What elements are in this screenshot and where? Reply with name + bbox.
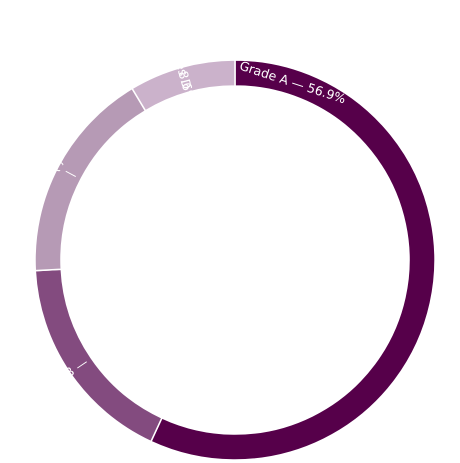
- slice-grade-a: [149, 59, 436, 461]
- donut-segments: [34, 59, 436, 461]
- slice-grades-d-and-e: [131, 59, 236, 112]
